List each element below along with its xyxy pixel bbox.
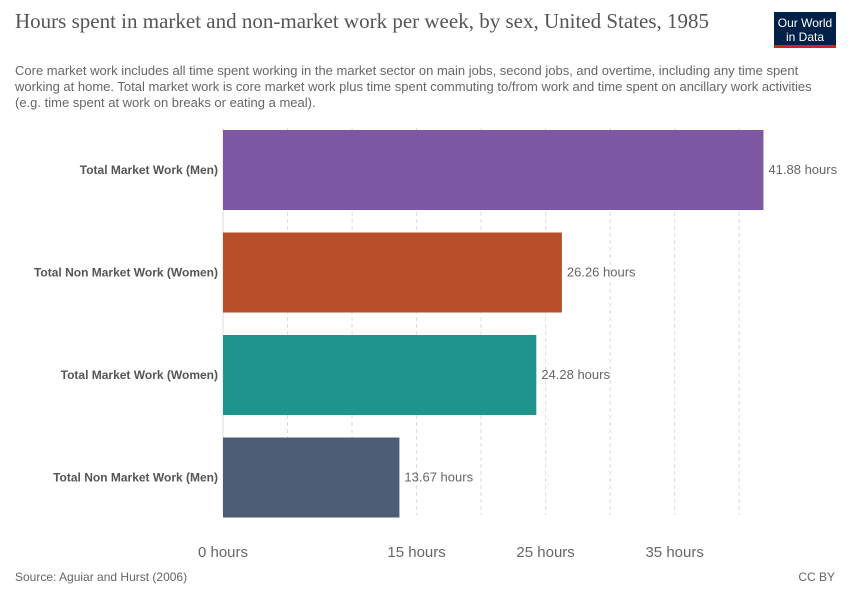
value-label: 41.88 hours bbox=[768, 162, 837, 177]
license-note: CC BY bbox=[798, 570, 835, 584]
x-tick-label: 0 hours bbox=[198, 544, 248, 561]
value-label: 24.28 hours bbox=[541, 367, 610, 382]
bar[interactable] bbox=[223, 335, 537, 415]
bar[interactable] bbox=[223, 130, 764, 210]
category-label: Total Non Market Work (Men) bbox=[53, 471, 218, 485]
value-label: 13.67 hours bbox=[404, 470, 473, 485]
bar-chart: Total Market Work (Men) 41.88 hours Total … bbox=[34, 128, 838, 561]
value-label: 26.26 hours bbox=[567, 265, 636, 280]
category-label: Total Market Work (Men) bbox=[80, 163, 218, 177]
x-tick-label: 15 hours bbox=[387, 544, 445, 561]
x-tick-label: 25 hours bbox=[516, 544, 574, 561]
category-label: Total Non Market Work (Women) bbox=[34, 266, 218, 280]
owid-logo[interactable]: Our World in Data bbox=[774, 12, 836, 48]
bar[interactable] bbox=[223, 232, 562, 313]
x-tick-label: 35 hours bbox=[645, 544, 703, 561]
logo-line-2: in Data bbox=[785, 30, 825, 44]
chart-title: Hours spent in market and non-market wor… bbox=[15, 9, 710, 33]
bar[interactable] bbox=[223, 437, 400, 518]
chart-subtitle: Core market work includes all time spent… bbox=[15, 63, 812, 110]
source-note: Source: Aguiar and Hurst (2006) bbox=[15, 570, 188, 584]
logo-line-1: Our World bbox=[777, 16, 833, 30]
category-label: Total Market Work (Women) bbox=[61, 368, 218, 382]
